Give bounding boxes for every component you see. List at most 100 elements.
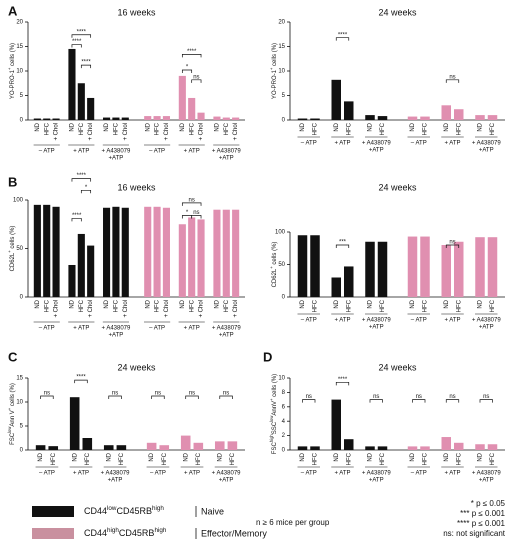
significance-label: **** bbox=[187, 49, 197, 55]
category-label: HFC bbox=[380, 452, 386, 465]
significance-bracket bbox=[181, 202, 202, 206]
category-label: ND bbox=[368, 452, 374, 461]
y-tick-label: 10 bbox=[16, 400, 23, 406]
category-label: + Chol bbox=[233, 123, 239, 141]
category-label: ND bbox=[334, 452, 340, 461]
legend-swatch bbox=[32, 528, 74, 539]
bar bbox=[180, 435, 191, 450]
category-label: HFC bbox=[456, 452, 462, 465]
bar bbox=[441, 105, 451, 120]
group-label: – ATP bbox=[149, 149, 165, 155]
category-label: + Chol bbox=[199, 123, 205, 141]
bar bbox=[227, 441, 238, 450]
y-axis-title: CD62L+ cells (%) bbox=[269, 242, 278, 288]
significance-label: ns bbox=[189, 391, 195, 397]
significance-bracket bbox=[335, 37, 350, 41]
bar bbox=[420, 236, 430, 297]
legend-name: Effector/Memory bbox=[201, 528, 267, 538]
category-label: ND bbox=[444, 452, 450, 461]
significance-bracket bbox=[191, 79, 202, 83]
bar bbox=[43, 204, 51, 297]
bar bbox=[487, 444, 498, 450]
y-axis-title-part: FSC bbox=[10, 432, 16, 445]
bar bbox=[297, 446, 308, 450]
group-label: + ATP bbox=[444, 318, 460, 324]
category-label: ND bbox=[35, 122, 41, 131]
significance-bracket bbox=[412, 399, 426, 403]
bar bbox=[365, 241, 375, 297]
category-label: ND bbox=[145, 299, 151, 308]
significance-key: *** p ≤ 0.001 bbox=[460, 509, 505, 518]
significance-label: ns bbox=[112, 391, 118, 397]
bar bbox=[475, 115, 485, 120]
y-axis-title-part: + bbox=[7, 250, 12, 253]
y-axis-title: CD62L+ cells (%) bbox=[7, 226, 16, 272]
group-label: + ATP bbox=[73, 471, 89, 477]
bar bbox=[52, 206, 60, 297]
category-label: HFC bbox=[380, 299, 386, 312]
category-label: HFC bbox=[79, 299, 85, 312]
bar bbox=[441, 437, 451, 450]
category-label: ND bbox=[300, 452, 306, 461]
y-axis-title-part: cells (%) bbox=[10, 226, 16, 251]
significance-label: ns bbox=[306, 394, 312, 400]
bar bbox=[377, 446, 388, 450]
legend-label-part: CD45RB bbox=[116, 506, 152, 516]
bar bbox=[310, 235, 320, 297]
chart-title: 16 weeks bbox=[117, 182, 156, 192]
group-label: + A438079 bbox=[472, 471, 502, 477]
group-label: + A438079 bbox=[212, 326, 242, 332]
y-tick-label: 15 bbox=[16, 376, 23, 382]
significance-label: * bbox=[186, 210, 189, 216]
significance-label: ns bbox=[189, 197, 195, 203]
y-tick-label: 50 bbox=[278, 262, 285, 268]
chart-title: 24 weeks bbox=[378, 7, 417, 17]
category-label: + Chol bbox=[164, 123, 170, 141]
significance-label: ns bbox=[373, 394, 379, 400]
category-label: ND bbox=[368, 299, 374, 308]
chart-title: 24 weeks bbox=[378, 182, 417, 192]
category-label: ND bbox=[444, 299, 450, 308]
bar bbox=[144, 116, 152, 120]
category-label: ND bbox=[334, 122, 340, 131]
group-label: – ATP bbox=[150, 471, 166, 477]
group-label: – ATP bbox=[39, 326, 55, 332]
panel-letter: D bbox=[263, 349, 272, 364]
category-label: ND bbox=[300, 299, 306, 308]
group-label: + A438079 bbox=[101, 471, 131, 477]
group-label: + ATP bbox=[334, 318, 350, 324]
category-label: + Chol bbox=[233, 300, 239, 318]
significance-label: **** bbox=[72, 213, 82, 219]
chart-title: 16 weeks bbox=[117, 7, 156, 17]
bar bbox=[197, 219, 205, 297]
category-label: HFC bbox=[79, 122, 85, 135]
significance-bracket bbox=[185, 395, 199, 399]
bar bbox=[331, 277, 341, 297]
bar bbox=[331, 399, 341, 450]
bar bbox=[103, 207, 111, 297]
group-label: +ATP bbox=[219, 156, 234, 162]
significance-bracket bbox=[181, 53, 202, 58]
category-label: + Chol bbox=[199, 300, 205, 318]
significance-label: ns bbox=[449, 240, 455, 246]
significance-bracket bbox=[151, 395, 165, 399]
group-label: +ATP bbox=[479, 325, 494, 331]
significance-bracket bbox=[108, 395, 122, 399]
category-label: ND bbox=[145, 122, 151, 131]
y-axis-title: YO-PRO-1+ cells (%) bbox=[269, 43, 278, 99]
legend-label-part: CD45RB bbox=[119, 528, 155, 538]
bar bbox=[420, 116, 430, 120]
category-label: ND bbox=[70, 122, 76, 131]
bar bbox=[178, 75, 186, 120]
significance-label: **** bbox=[77, 29, 87, 35]
group-label: +ATP bbox=[369, 148, 384, 154]
y-axis-title: FSChighSSClowAnnV+ cells (%) bbox=[269, 374, 278, 454]
y-axis-title-part: low bbox=[269, 415, 274, 422]
significance-label: ns bbox=[155, 391, 161, 397]
bar bbox=[121, 117, 129, 120]
category-label: + Chol bbox=[123, 123, 129, 141]
significance-label: ns bbox=[483, 394, 489, 400]
bar bbox=[112, 117, 120, 120]
bar bbox=[344, 439, 354, 450]
bar bbox=[33, 204, 41, 297]
